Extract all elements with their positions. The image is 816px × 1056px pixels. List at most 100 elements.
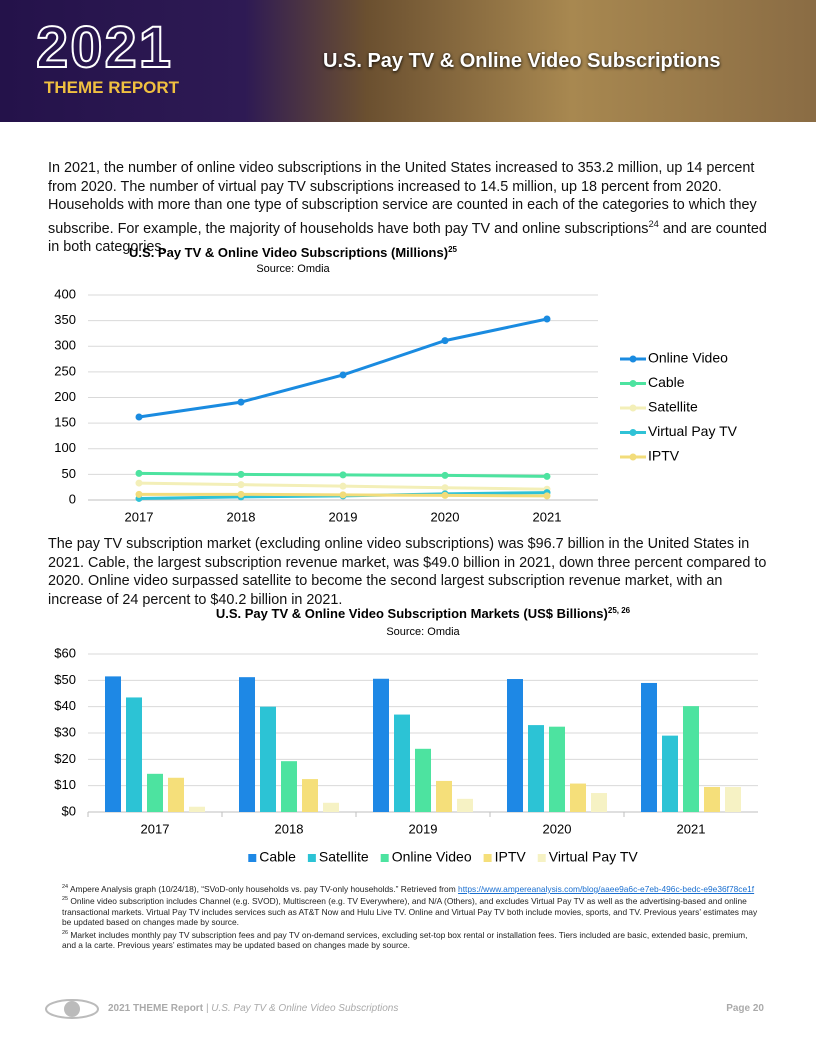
note-number: 25 [62, 896, 69, 903]
footer-report: 2021 THEME Report [108, 1003, 204, 1014]
bar [168, 777, 184, 812]
point [339, 371, 347, 379]
bar [323, 802, 339, 812]
point [237, 470, 245, 478]
y-tick-label: $60 [54, 645, 76, 660]
bar [704, 786, 720, 812]
footnote: 26 Market includes monthly pay TV subscr… [62, 928, 762, 951]
legend-label: IPTV [648, 448, 680, 464]
bar [570, 783, 586, 812]
y-tick-label: 250 [54, 363, 76, 378]
bar [641, 682, 657, 812]
bar [436, 780, 452, 812]
point [441, 471, 449, 479]
point [237, 481, 245, 489]
x-tick-label: 2018 [227, 509, 256, 524]
chart-subtitle: Source: Omdia [256, 263, 330, 275]
chart-title: U.S. Pay TV & Online Video Subscription … [216, 607, 631, 621]
paragraph: The pay TV subscription market (excludin… [48, 535, 772, 609]
legend-swatch [537, 854, 546, 862]
note-number: 24 [62, 884, 69, 890]
point [135, 469, 143, 477]
y-tick-label: 0 [69, 491, 76, 506]
point [543, 492, 551, 500]
legend-swatch [248, 854, 257, 862]
y-tick-label: 100 [54, 440, 76, 455]
footnote: 24 Ampere Analysis graph (10/24/18), “SV… [62, 882, 762, 894]
bar [415, 748, 431, 812]
bar [281, 761, 297, 812]
bar [683, 706, 699, 812]
legend-label: Cable [648, 374, 685, 390]
text: In 2021, the number of online video subs… [48, 160, 757, 237]
point [237, 398, 245, 406]
bar [507, 679, 523, 812]
bar [147, 773, 163, 812]
y-tick-label: $40 [54, 698, 76, 713]
point [441, 337, 449, 345]
chart-title: U.S. Pay TV & Online Video Subscriptions… [129, 246, 457, 260]
bar [394, 714, 410, 812]
legend-label: Cable [259, 849, 296, 865]
x-tick-label: 2020 [543, 821, 572, 836]
chart-subtitle: Source: Omdia [386, 626, 460, 638]
bar [725, 786, 741, 812]
title-text: U.S. Pay TV & Online Video Subscription … [216, 607, 608, 621]
y-tick-label: 150 [54, 415, 76, 430]
link[interactable]: https://www.ampereanalysis.com/blog/aaee… [458, 883, 755, 894]
chart: U.S. Pay TV & Online Video Subscription … [54, 607, 758, 865]
legend-marker [629, 355, 637, 363]
x-tick-label: 2019 [329, 509, 358, 524]
bar [105, 676, 121, 812]
y-tick-label: $30 [54, 724, 76, 739]
bar [373, 678, 389, 812]
footnote: 25 Online video subscription includes Ch… [62, 894, 762, 928]
footnotes: 24 Ampere Analysis graph (10/24/18), “SV… [62, 882, 762, 951]
bar [239, 677, 255, 812]
x-tick-label: 2020 [431, 509, 460, 524]
y-tick-label: 50 [62, 466, 76, 481]
text: Market includes monthly pay TV subscript… [62, 929, 748, 951]
note-ref: 24 [648, 218, 659, 229]
legend-marker [629, 453, 637, 461]
y-tick-label: 350 [54, 312, 76, 327]
y-tick-label: $0 [62, 803, 76, 818]
bar [591, 793, 607, 812]
point [441, 484, 449, 492]
header-report: THEME REPORT [44, 78, 180, 97]
legend-label: Satellite [319, 849, 369, 865]
header-title: U.S. Pay TV & Online Video Subscriptions [323, 50, 721, 72]
title-note: 25, 26 [608, 607, 631, 615]
bar [662, 735, 678, 812]
point [543, 315, 551, 323]
y-tick-label: 300 [54, 338, 76, 353]
text: and are counted in both categories. [48, 220, 767, 255]
y-tick-label: 200 [54, 389, 76, 404]
x-tick-label: 2021 [677, 821, 706, 836]
legend-swatch [380, 854, 389, 862]
legend-marker [629, 404, 637, 412]
point [135, 479, 143, 487]
legend-marker [629, 380, 637, 387]
text: The pay TV subscription market (excludin… [48, 536, 767, 608]
bar [260, 706, 276, 812]
line [138, 317, 548, 419]
bar [302, 779, 318, 812]
point [339, 491, 347, 499]
x-tick-label: 2018 [275, 821, 304, 836]
legend-label: Virtual Pay TV [549, 849, 639, 865]
footer-section: | U.S. Pay TV & Online Video Subscriptio… [205, 1003, 399, 1014]
x-tick-label: 2021 [533, 509, 562, 524]
legend-label: Virtual Pay TV [648, 423, 738, 439]
chart: U.S. Pay TV & Online Video Subscriptions… [54, 246, 738, 524]
title-note: 25 [448, 246, 457, 254]
point [339, 471, 347, 479]
legend-label: Online Video [648, 350, 728, 366]
y-tick-label: $20 [54, 751, 76, 766]
legend-label: IPTV [495, 849, 527, 865]
text: Ampere Analysis graph (10/24/18), “SVoD-… [69, 883, 459, 894]
point [237, 490, 245, 498]
point [135, 413, 143, 421]
footer-logo [45, 999, 99, 1019]
